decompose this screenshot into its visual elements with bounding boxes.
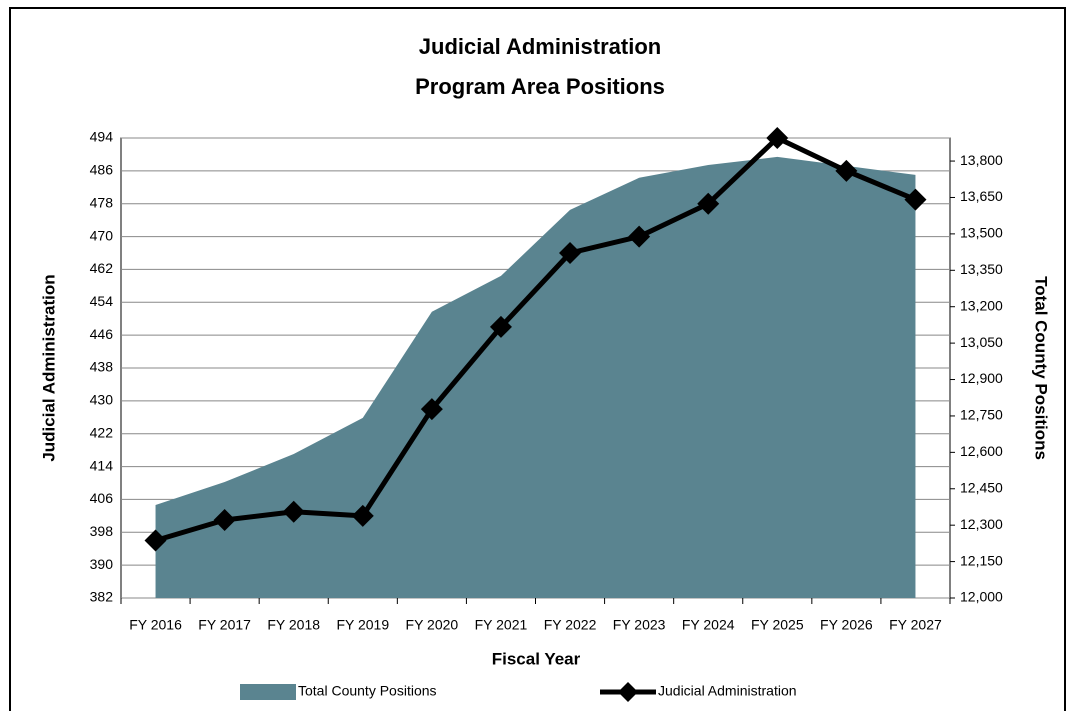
x-tick-label: FY 2016 bbox=[129, 617, 182, 633]
x-tick-label: FY 2017 bbox=[198, 617, 251, 633]
legend-swatch bbox=[618, 682, 638, 702]
y-tick-label: 406 bbox=[90, 490, 114, 506]
marker bbox=[351, 504, 374, 527]
y-tick-label: 390 bbox=[90, 556, 114, 572]
y-tick-label: 398 bbox=[90, 523, 114, 539]
frame bbox=[9, 7, 1066, 711]
y-tick-label: 414 bbox=[90, 457, 114, 473]
marker bbox=[559, 242, 582, 264]
y-tick-label: 430 bbox=[90, 392, 114, 408]
x-tick-label: FY 2025 bbox=[751, 617, 804, 633]
x-tick-label: FY 2018 bbox=[267, 617, 320, 633]
y2-tick-label: 12,000 bbox=[960, 589, 1003, 605]
y2-tick-label: 13,650 bbox=[960, 188, 1003, 204]
y2-tick-label: 13,050 bbox=[960, 334, 1003, 350]
y2-tick-label: 12,150 bbox=[960, 552, 1003, 568]
y-tick-label: 470 bbox=[90, 227, 114, 243]
y-tick-label: 486 bbox=[90, 162, 114, 178]
y2-tick-label: 12,450 bbox=[960, 479, 1003, 495]
chart-title: Program Area Positions bbox=[415, 74, 665, 99]
area bbox=[155, 156, 916, 599]
marker bbox=[904, 188, 927, 211]
legend-label: Judicial Administration bbox=[658, 683, 797, 699]
x-tick-label: FY 2023 bbox=[613, 617, 666, 633]
y-tick-label: 382 bbox=[90, 589, 114, 605]
line bbox=[154, 135, 917, 543]
legend-swatch bbox=[240, 684, 296, 700]
y2-tick-label: 13,200 bbox=[960, 297, 1003, 313]
y-tick-label: 438 bbox=[90, 359, 114, 375]
y2-tick-label: 13,500 bbox=[960, 225, 1003, 241]
y-tick-label: 454 bbox=[90, 293, 114, 309]
marker bbox=[697, 192, 720, 215]
marker bbox=[420, 398, 443, 421]
marker bbox=[489, 315, 512, 338]
x-tick-label: FY 2021 bbox=[475, 617, 528, 633]
x-tick-label: FY 2022 bbox=[544, 617, 597, 633]
y2-tick-label: 13,800 bbox=[960, 152, 1003, 168]
y-tick-label: 446 bbox=[90, 326, 114, 342]
marker bbox=[282, 500, 305, 523]
y-tick-label: 478 bbox=[90, 194, 114, 210]
legend-label: Total County Positions bbox=[298, 683, 437, 699]
y2-tick-label: 12,900 bbox=[960, 370, 1003, 386]
marker bbox=[213, 508, 236, 531]
chart-title: Judicial Administration bbox=[419, 34, 661, 59]
x-tick-label: FY 2019 bbox=[336, 617, 389, 633]
x-axis-title: Fiscal Year bbox=[492, 649, 581, 668]
marker bbox=[835, 159, 858, 182]
y-tick-label: 462 bbox=[90, 260, 114, 276]
y2-tick-label: 12,750 bbox=[960, 407, 1003, 423]
x-tick-label: FY 2027 bbox=[889, 617, 942, 633]
y-axis-title: Judicial Administration bbox=[39, 274, 58, 461]
marker bbox=[144, 529, 167, 552]
y2-tick-label: 12,300 bbox=[960, 516, 1003, 532]
x-tick-label: FY 2024 bbox=[682, 617, 735, 633]
marker bbox=[628, 225, 651, 248]
marker bbox=[766, 127, 789, 149]
x-tick-label: FY 2020 bbox=[406, 617, 459, 633]
y-tick-label: 422 bbox=[90, 424, 114, 440]
y2-tick-label: 13,350 bbox=[960, 261, 1003, 277]
y-tick-label: 494 bbox=[90, 129, 114, 145]
y2-axis-title: Total County Positions bbox=[1032, 276, 1051, 460]
x-tick-label: FY 2026 bbox=[820, 617, 873, 633]
y2-tick-label: 12,600 bbox=[960, 443, 1003, 459]
